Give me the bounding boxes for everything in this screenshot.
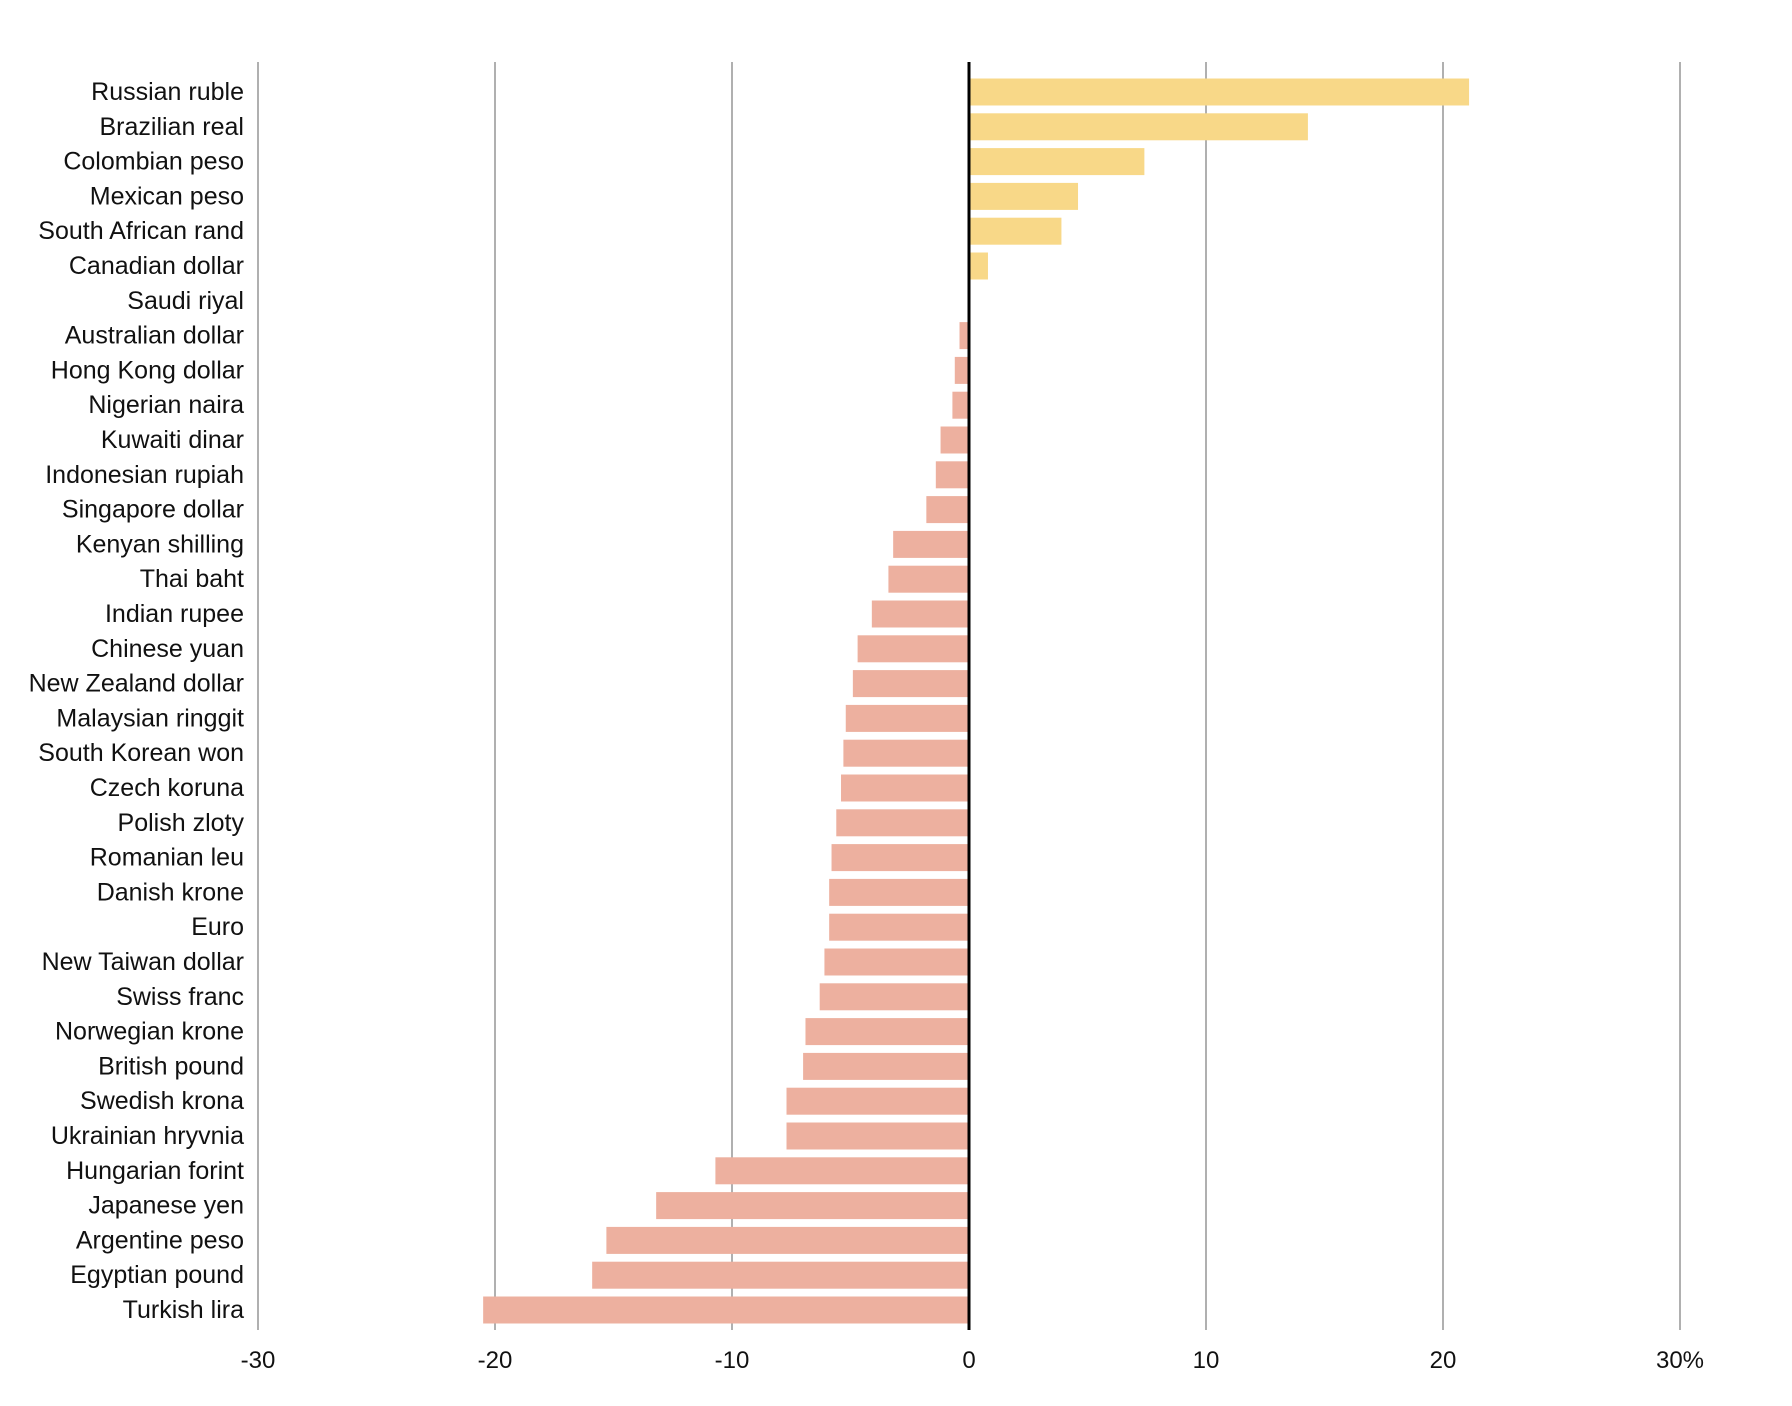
category-label: Romanian leu bbox=[90, 844, 244, 872]
category-label: Turkish lira bbox=[123, 1296, 244, 1324]
bar bbox=[592, 1261, 969, 1289]
category-label: Ukrainian hryvnia bbox=[51, 1122, 244, 1150]
x-axis-tick-labels: -30 -20 -10 0 10 20 30% bbox=[241, 1347, 1704, 1374]
bar bbox=[829, 878, 969, 906]
bar bbox=[969, 148, 1145, 176]
category-label: Russian ruble bbox=[91, 78, 244, 106]
x-tick-label: 0 bbox=[962, 1347, 975, 1374]
category-label: Indian rupee bbox=[105, 600, 244, 628]
bar bbox=[786, 1122, 969, 1150]
category-label: British pound bbox=[98, 1052, 244, 1080]
category-label: Czech koruna bbox=[90, 774, 244, 802]
bar bbox=[656, 1192, 969, 1220]
bar bbox=[805, 1018, 969, 1046]
bar bbox=[715, 1157, 969, 1185]
category-label: Argentine peso bbox=[76, 1226, 244, 1254]
x-tick-label: -10 bbox=[715, 1347, 750, 1374]
category-label: Kenyan shilling bbox=[76, 530, 244, 558]
category-label: Mexican peso bbox=[90, 182, 244, 210]
bar bbox=[836, 809, 969, 837]
bar bbox=[786, 1087, 969, 1115]
bar bbox=[483, 1296, 969, 1324]
bar bbox=[841, 774, 969, 802]
bar bbox=[871, 600, 969, 628]
category-label: Saudi riyal bbox=[127, 287, 244, 315]
category-label: Euro bbox=[191, 913, 244, 941]
x-tick-label: 30% bbox=[1656, 1347, 1704, 1374]
x-tick-label: -30 bbox=[241, 1347, 276, 1374]
bar bbox=[969, 113, 1308, 141]
x-tick-label: 10 bbox=[1193, 1347, 1220, 1374]
bar bbox=[852, 670, 969, 698]
x-tick-label: 20 bbox=[1430, 1347, 1457, 1374]
category-label: New Zealand dollar bbox=[29, 670, 244, 698]
bar bbox=[606, 1226, 969, 1254]
bar bbox=[843, 739, 969, 767]
bar bbox=[803, 1052, 969, 1080]
bar bbox=[940, 426, 969, 454]
category-label: New Taiwan dollar bbox=[42, 948, 244, 976]
category-label: Japanese yen bbox=[88, 1192, 244, 1220]
bar bbox=[824, 948, 969, 976]
bar bbox=[829, 913, 969, 941]
category-labels: Russian ruble Brazilian real Colombian pes… bbox=[29, 78, 245, 1324]
bar bbox=[888, 565, 969, 593]
bar bbox=[935, 461, 969, 489]
gridlines bbox=[257, 62, 1681, 1330]
bar bbox=[969, 78, 1470, 106]
bar bbox=[969, 217, 1062, 245]
bar bbox=[969, 182, 1079, 210]
x-tick-label: -20 bbox=[478, 1347, 513, 1374]
category-label: Swiss franc bbox=[116, 983, 244, 1011]
category-label: Danish krone bbox=[97, 878, 244, 906]
category-label: Brazilian real bbox=[99, 113, 244, 141]
bar bbox=[952, 391, 969, 419]
bars bbox=[483, 78, 1470, 1324]
bar bbox=[926, 496, 969, 524]
bar bbox=[857, 635, 969, 663]
category-label: Polish zloty bbox=[118, 809, 245, 837]
bar bbox=[893, 530, 969, 558]
category-label: Indonesian rupiah bbox=[45, 461, 244, 489]
category-label: Swedish krona bbox=[80, 1087, 244, 1115]
category-label: Kuwaiti dinar bbox=[101, 426, 244, 454]
category-label: Nigerian naira bbox=[88, 391, 244, 419]
category-label: Thai baht bbox=[140, 565, 244, 593]
bar bbox=[969, 252, 988, 280]
category-label: Singapore dollar bbox=[62, 496, 244, 524]
bar bbox=[819, 983, 969, 1011]
category-label: Hungarian forint bbox=[66, 1157, 244, 1185]
category-label: Colombian peso bbox=[63, 148, 244, 176]
category-label: Hong Kong dollar bbox=[51, 356, 244, 384]
category-label: Chinese yuan bbox=[91, 635, 244, 663]
category-label: South Korean won bbox=[38, 739, 244, 767]
category-label: Norwegian krone bbox=[55, 1018, 244, 1046]
category-label: Australian dollar bbox=[65, 322, 244, 350]
bar bbox=[845, 704, 969, 732]
category-label: Malaysian ringgit bbox=[56, 704, 244, 732]
category-label: Egyptian pound bbox=[70, 1261, 244, 1289]
category-label: Canadian dollar bbox=[69, 252, 244, 280]
bar bbox=[954, 356, 969, 384]
category-label: South African rand bbox=[38, 217, 244, 245]
bar bbox=[959, 322, 969, 350]
bar bbox=[831, 844, 969, 872]
